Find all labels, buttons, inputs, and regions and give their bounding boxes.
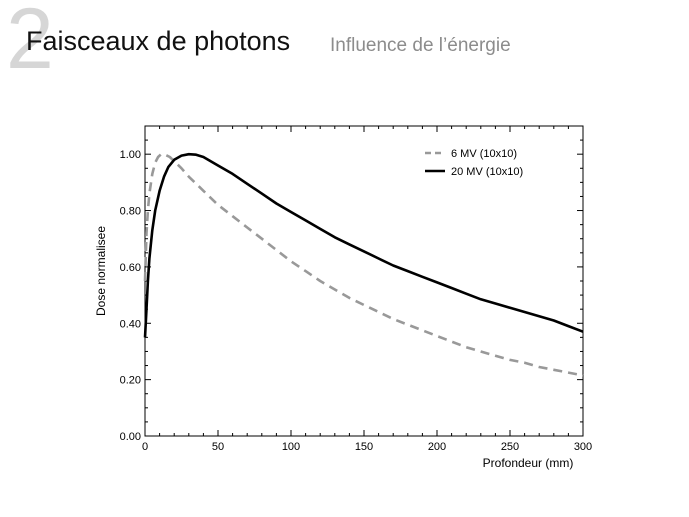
y-tick-label: 0.40 <box>120 318 141 330</box>
x-axis-label: Profondeur (mm) <box>483 456 574 470</box>
slide-number: 2 <box>6 0 54 87</box>
x-tick-label: 200 <box>428 441 446 453</box>
x-tick-label: 150 <box>355 441 373 453</box>
y-tick-label: 0.60 <box>120 262 141 274</box>
y-axis-label: Dose normalisee <box>94 226 108 316</box>
x-tick-label: 100 <box>282 441 300 453</box>
legend-label-1: 6 MV (10x10) <box>451 148 517 160</box>
x-tick-label: 300 <box>574 441 592 453</box>
y-tick-label: 0.00 <box>120 431 141 443</box>
slide-subtitle: Influence de l’énergie <box>330 35 511 56</box>
legend-label-2: 20 MV (10x10) <box>451 166 523 178</box>
y-tick-label: 0.20 <box>120 375 141 387</box>
x-tick-label: 250 <box>501 441 519 453</box>
series-line-1 <box>143 152 584 377</box>
x-tick-label: 0 <box>142 441 148 453</box>
x-tick-label: 50 <box>212 441 224 453</box>
series-line-2 <box>143 152 584 338</box>
slide-title: Faisceaux de photons <box>26 26 291 56</box>
y-tick-label: 1.00 <box>120 149 141 161</box>
y-tick-label: 0.80 <box>120 206 141 218</box>
